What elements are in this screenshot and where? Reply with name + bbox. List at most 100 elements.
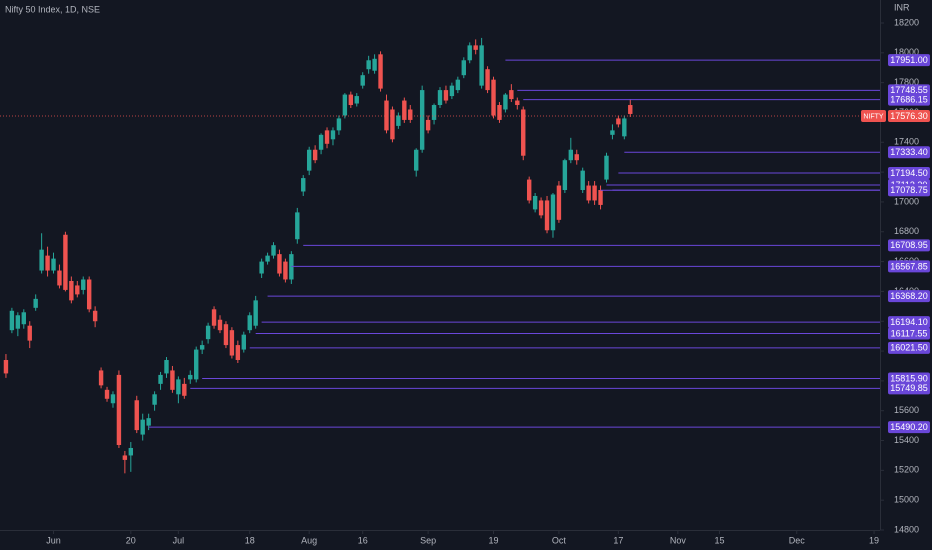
- candle-body: [75, 285, 80, 295]
- candle-body: [509, 90, 514, 100]
- candle-body: [378, 54, 383, 89]
- candle-body: [92, 310, 98, 322]
- y-tick-label: 17000: [894, 196, 919, 206]
- candle-body: [360, 75, 365, 86]
- candle-body: [271, 245, 276, 256]
- level-label: 15815.90: [890, 373, 928, 383]
- x-tick-label: Oct: [552, 535, 567, 545]
- y-tick-label: 16800: [894, 226, 919, 236]
- candle-body: [443, 90, 449, 101]
- candle-body: [188, 374, 193, 380]
- candle-body: [437, 90, 443, 106]
- candle-body: [318, 134, 324, 150]
- candle-body: [604, 155, 609, 180]
- level-label-box: [888, 93, 930, 106]
- level-label-box: [888, 260, 930, 273]
- candle-body: [176, 379, 181, 395]
- candle-body: [146, 418, 151, 426]
- x-tick-label: 19: [869, 535, 879, 545]
- y-tick-label: 15200: [894, 465, 919, 475]
- candle-body: [366, 60, 371, 70]
- candle-body: [348, 94, 354, 106]
- level-label-box: [888, 54, 930, 67]
- level-label: 17686.15: [890, 94, 928, 104]
- x-tick-label: 20: [126, 535, 136, 545]
- x-tick-label: Aug: [301, 535, 317, 545]
- candle-body: [550, 194, 556, 231]
- candle-body: [9, 310, 15, 331]
- candle-body: [69, 280, 74, 301]
- candle-body: [515, 100, 520, 106]
- candle-body: [217, 319, 223, 331]
- candle-body: [223, 324, 229, 346]
- level-label: 17748.55: [890, 85, 928, 95]
- level-label: 16117.55: [891, 328, 928, 338]
- candle-body: [241, 334, 246, 350]
- candle-body: [574, 154, 579, 161]
- candle-body: [81, 279, 86, 290]
- candle-body: [51, 258, 56, 271]
- level-label: 16708.95: [890, 240, 928, 250]
- candle-body: [532, 195, 538, 210]
- candle-body: [104, 389, 110, 399]
- y-tick-label: 17400: [894, 137, 919, 147]
- x-tick-label: 17: [613, 535, 623, 545]
- candle-body: [521, 109, 526, 156]
- candle-body: [455, 79, 461, 91]
- candle-body: [116, 374, 122, 446]
- candle-body: [479, 45, 484, 86]
- chart-title: Nifty 50 Index, 1D, NSE: [5, 4, 100, 14]
- candle-body: [330, 130, 336, 140]
- level-label: 15490.20: [890, 422, 928, 432]
- candle-body: [265, 255, 270, 262]
- candle-body: [283, 261, 288, 280]
- candle-body: [628, 105, 633, 114]
- last-name: NIFTY: [863, 113, 884, 120]
- level-label-box: [888, 239, 930, 252]
- candle-body: [45, 255, 50, 271]
- candle-body: [336, 118, 342, 131]
- candle-body: [473, 45, 478, 50]
- candle-body: [164, 360, 169, 374]
- candle-body: [384, 100, 389, 131]
- candle-body: [461, 60, 466, 76]
- candle-body: [211, 309, 217, 326]
- candle-body: [354, 96, 359, 104]
- level-label-box: [888, 166, 930, 179]
- candle-body: [128, 447, 134, 456]
- candle-body: [431, 105, 437, 120]
- candle-body: [253, 300, 258, 326]
- level-label-box: [888, 290, 930, 303]
- y-tick-label: 15600: [894, 405, 919, 415]
- candle-body: [568, 149, 574, 161]
- candle-body: [194, 349, 199, 380]
- candle-body: [497, 105, 502, 120]
- candle-body: [306, 149, 312, 171]
- level-label-box: [888, 372, 930, 385]
- x-tick-label: Jun: [46, 535, 61, 545]
- candle-body: [503, 94, 508, 110]
- y-tick-label: 18200: [894, 17, 919, 27]
- x-tick-label: 18: [245, 535, 255, 545]
- candle-body: [140, 419, 145, 435]
- x-tick-label: 16: [358, 535, 368, 545]
- candle-body: [229, 330, 235, 356]
- y-tick-label: 14800: [894, 524, 919, 534]
- candle-body: [289, 254, 294, 280]
- candle-body: [170, 370, 175, 390]
- level-label-box: [888, 327, 930, 340]
- candle-body: [592, 185, 597, 201]
- x-tick-label: Nov: [670, 535, 687, 545]
- candle-body: [57, 270, 62, 286]
- candle-body: [247, 315, 252, 331]
- candle-body: [390, 109, 395, 140]
- level-label-box: [888, 184, 930, 197]
- candle-body: [3, 360, 9, 374]
- candle-body: [342, 94, 348, 116]
- x-tick-label: 15: [714, 535, 724, 545]
- candle-body: [538, 200, 544, 216]
- candle-body: [408, 109, 413, 120]
- candle-body: [598, 190, 603, 205]
- x-tick-label: Jul: [173, 535, 185, 545]
